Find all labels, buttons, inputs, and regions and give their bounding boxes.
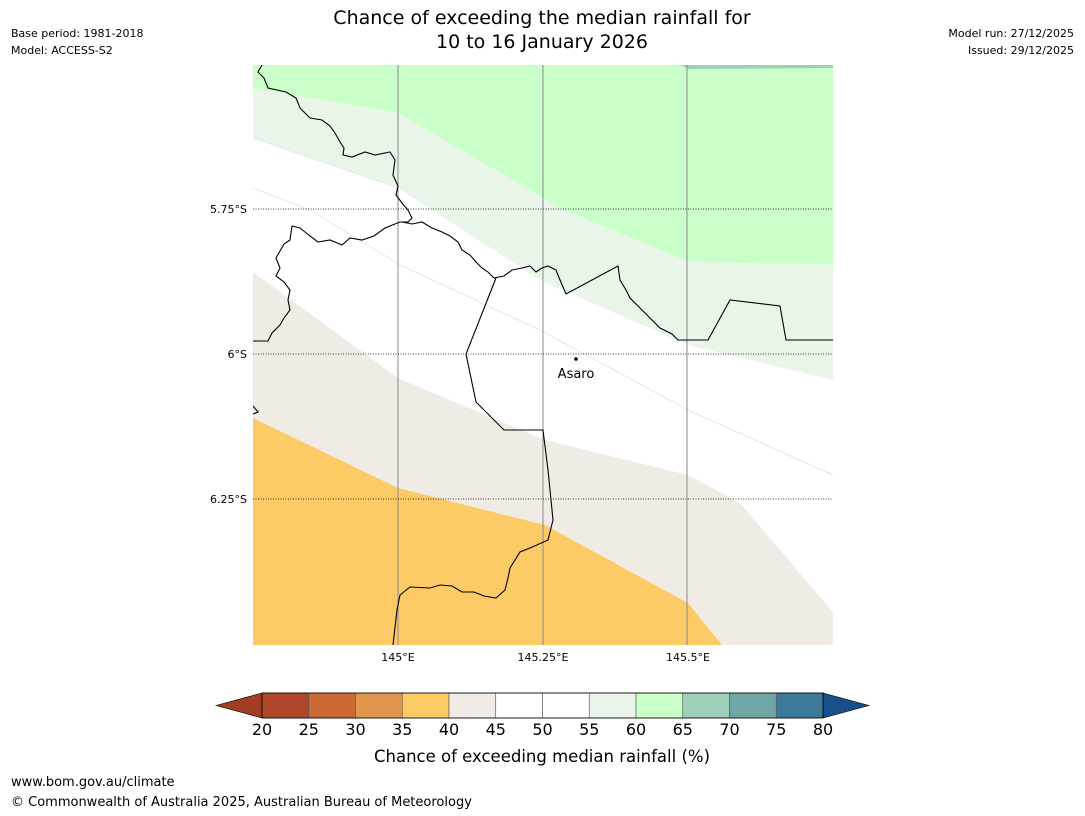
footer-copyright: © Commonwealth of Australia 2025, Austra…	[11, 795, 472, 810]
colorbar-tick-label: 65	[673, 720, 693, 739]
colorbar-segment	[682, 692, 730, 719]
colorbar-tick-label: 40	[439, 720, 459, 739]
region-35-40-percent	[253, 418, 722, 645]
colorbar-segment	[448, 692, 497, 719]
title-line-2: 10 to 16 January 2026	[436, 31, 648, 53]
colorbar-segment	[542, 692, 590, 719]
base-period-text: Base period: 1981-2018	[11, 27, 144, 40]
colorbar-segment	[401, 692, 450, 719]
colorbar-tick-label: 20	[252, 720, 272, 739]
colorbar-segment	[495, 692, 543, 719]
lat-label-6-25s: 6.25°S	[210, 493, 247, 506]
rainfall-probability-map	[253, 65, 833, 645]
contour-line	[253, 187, 833, 476]
colorbar-frame	[261, 692, 824, 719]
colorbar-extension-high	[822, 692, 871, 719]
colorbar-tick-label: 35	[392, 720, 412, 739]
province-boundary	[392, 277, 554, 645]
colorbar-segment	[308, 692, 356, 719]
colorbar-tick-label: 70	[719, 720, 739, 739]
issued-text: Issued: 29/12/2025	[967, 44, 1074, 57]
model-run-text: Model run: 27/12/2025	[948, 27, 1074, 40]
colorbar-segment	[588, 692, 637, 719]
colorbar: 20 25 30 35 40 45 50 55 60 65 70 75 80	[214, 692, 871, 739]
lon-label-145-5e: 145.5°E	[666, 651, 710, 664]
province-boundary	[253, 405, 259, 415]
colorbar-extension-low	[214, 692, 263, 719]
colorbar-tick-label: 25	[299, 720, 319, 739]
colorbar-segment	[355, 692, 403, 719]
footer-url: www.bom.gov.au/climate	[11, 775, 175, 790]
contour-line	[253, 137, 399, 189]
colorbar-tick-label: 30	[345, 720, 365, 739]
place-label-asaro: Asaro	[558, 367, 595, 382]
metadata-left: Base period: 1981-2018 Model: ACCESS-S2	[11, 25, 143, 59]
lat-label-6s: 6°S	[228, 348, 247, 361]
colorbar-title: Chance of exceeding median rainfall (%)	[374, 747, 710, 766]
metadata-right: Model run: 27/12/2025 Issued: 29/12/2025	[948, 25, 1074, 59]
colorbar-tick-label: 60	[626, 720, 646, 739]
lon-label-145e: 145°E	[381, 651, 414, 664]
colorbar-segment	[261, 692, 310, 719]
title-line-1: Chance of exceeding the median rainfall …	[333, 7, 751, 29]
colorbar-segment	[775, 692, 824, 719]
colorbar-tick-label: 50	[532, 720, 552, 739]
lon-label-145-25e: 145.25°E	[518, 651, 569, 664]
colorbar-tick-label: 75	[766, 720, 786, 739]
map-title: Chance of exceeding the median rainfall …	[242, 6, 842, 54]
lat-label-5-75s: 5.75°S	[210, 203, 247, 216]
colorbar-tick-label: 45	[486, 720, 506, 739]
model-text: Model: ACCESS-S2	[11, 44, 113, 57]
region-65-70-percent	[680, 65, 833, 69]
colorbar-tick-label: 80	[813, 720, 833, 739]
place-marker-asaro	[574, 357, 578, 361]
colorbar-tick-label: 55	[579, 720, 599, 739]
colorbar-segment	[729, 692, 777, 719]
province-boundary	[401, 221, 833, 341]
colorbar-segment	[635, 692, 684, 719]
